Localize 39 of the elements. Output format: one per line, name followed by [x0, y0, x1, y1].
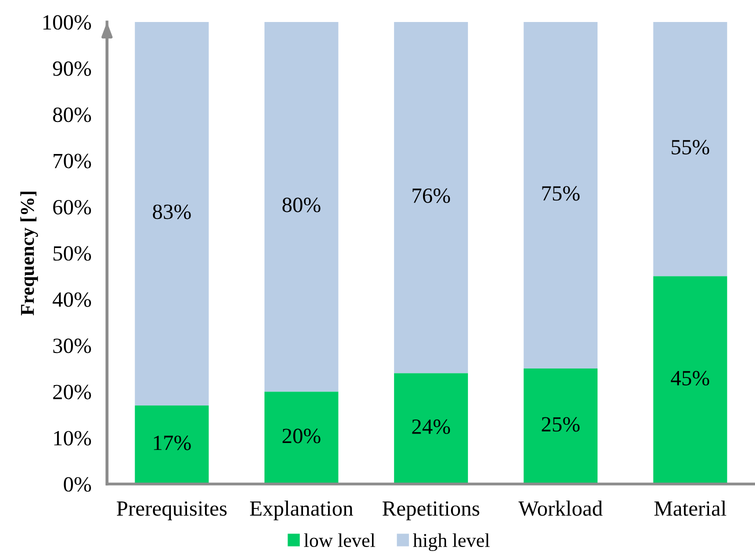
- bar: [653, 22, 728, 276]
- data-label: 24%: [412, 419, 450, 434]
- y-tick-label: 40%: [52, 292, 91, 307]
- data-label: 20%: [282, 428, 320, 444]
- legend-label: high level: [413, 533, 490, 552]
- bar: [264, 392, 338, 484]
- bar: [524, 22, 598, 368]
- y-tick-label: 20%: [53, 384, 91, 400]
- x-tick-label: Material: [654, 500, 726, 516]
- data-label: 76%: [412, 188, 450, 204]
- bar: [134, 22, 209, 406]
- data-label: 75%: [542, 186, 580, 201]
- data-label: 55%: [672, 140, 710, 155]
- y-tick-label: 90%: [52, 61, 91, 76]
- data-label: 45%: [670, 370, 710, 386]
- data-label: 17%: [154, 436, 191, 450]
- x-tick-label: Repetitions: [382, 501, 480, 520]
- x-tick-label: Explanation: [250, 500, 354, 520]
- bar: [524, 368, 598, 484]
- data-label: 83%: [152, 204, 191, 220]
- y-tick-label: 100%: [43, 15, 91, 30]
- bar: [653, 276, 728, 484]
- y-tick-label: 30%: [53, 338, 91, 354]
- y-tick-label: 0%: [64, 477, 91, 492]
- x-tick-label: Workload: [518, 500, 603, 516]
- data-label: 80%: [282, 198, 320, 212]
- y-axis-title: Frequency [%]: [20, 192, 38, 316]
- x-tick-label: Prerequisites: [116, 501, 227, 520]
- y-tick-label: 60%: [53, 200, 91, 215]
- bar: [134, 405, 209, 484]
- data-label: 25%: [542, 417, 580, 432]
- y-tick-label: 50%: [54, 246, 91, 261]
- legend-label: low level: [304, 533, 376, 548]
- bar: [264, 22, 338, 392]
- bar: [394, 373, 468, 484]
- y-tick-label: 70%: [54, 154, 91, 168]
- bar: [394, 22, 468, 374]
- y-tick-label: 80%: [53, 108, 91, 122]
- y-tick-label: 10%: [54, 430, 91, 446]
